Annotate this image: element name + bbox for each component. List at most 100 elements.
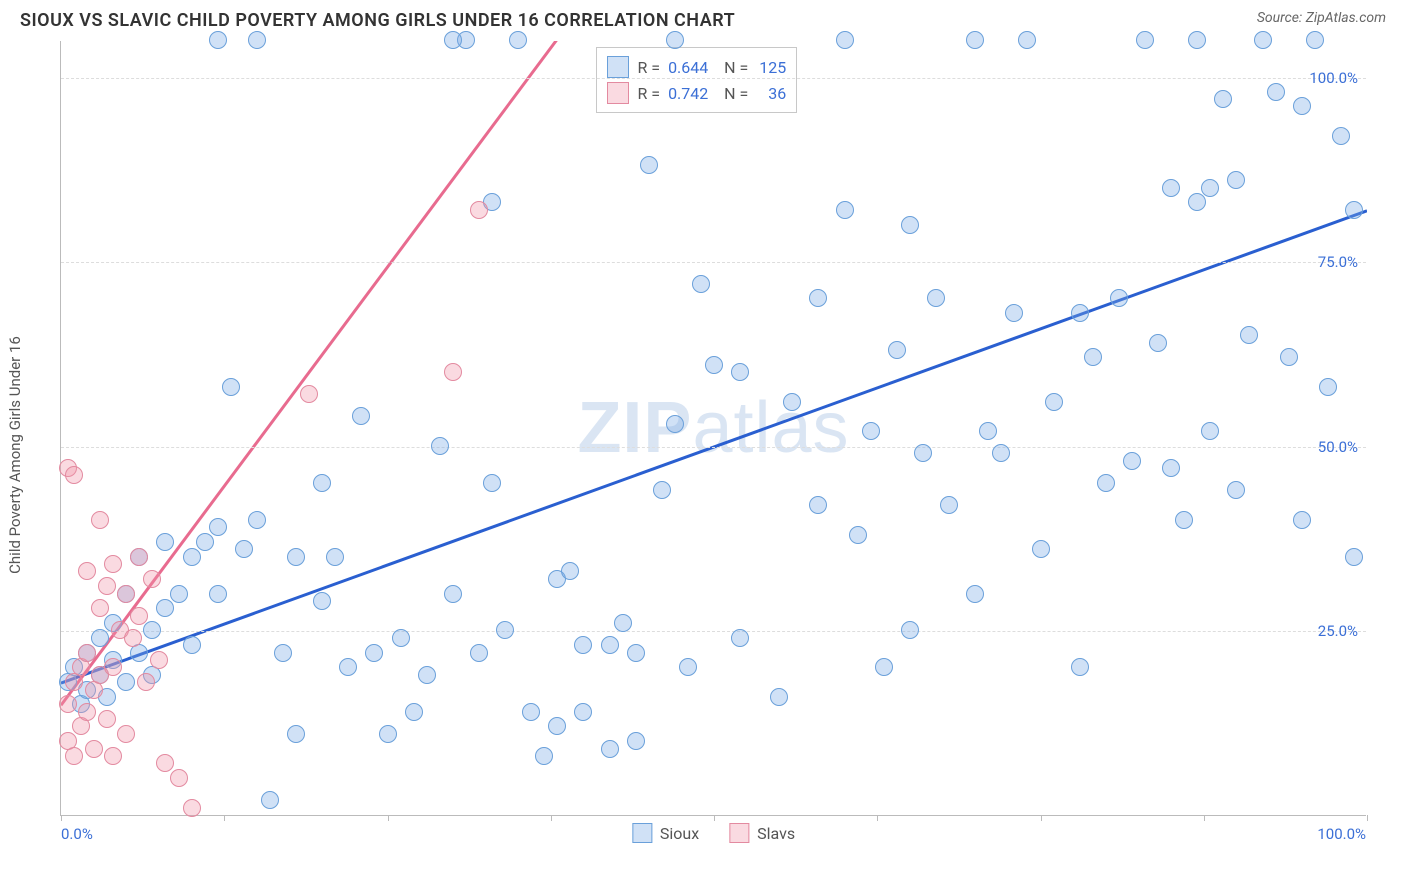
legend-n-value: 36: [756, 84, 786, 103]
data-point: [85, 740, 103, 758]
x-tick-mark: [388, 815, 389, 821]
data-point: [809, 496, 827, 514]
data-point: [170, 769, 188, 787]
data-point: [1084, 348, 1102, 366]
data-point: [692, 275, 710, 293]
x-tick-mark: [1367, 815, 1368, 821]
data-point: [65, 747, 83, 765]
legend-n-label: N =: [724, 58, 748, 77]
data-point: [783, 393, 801, 411]
data-point: [862, 422, 880, 440]
data-point: [1345, 201, 1363, 219]
data-point: [222, 378, 240, 396]
chart-title: SIOUX VS SLAVIC CHILD POVERTY AMONG GIRL…: [20, 10, 735, 31]
data-point: [287, 548, 305, 566]
data-point: [875, 658, 893, 676]
data-point: [522, 703, 540, 721]
data-point: [601, 740, 619, 758]
series-legend: Sioux Slavs: [632, 823, 795, 843]
data-point: [1188, 193, 1206, 211]
x-tick-mark: [224, 815, 225, 821]
series-name: Slavs: [757, 824, 795, 843]
data-point: [313, 474, 331, 492]
data-point: [1110, 289, 1128, 307]
data-point: [1045, 393, 1063, 411]
legend-swatch: [729, 823, 749, 843]
data-point: [666, 31, 684, 49]
data-point: [574, 703, 592, 721]
data-point: [901, 216, 919, 234]
data-point: [117, 585, 135, 603]
data-point: [1188, 31, 1206, 49]
data-point: [156, 599, 174, 617]
data-point: [150, 651, 168, 669]
data-point: [1254, 31, 1272, 49]
data-point: [104, 555, 122, 573]
legend-row: R =0.644N =125: [607, 54, 786, 80]
data-point: [627, 644, 645, 662]
gridline: [61, 262, 1366, 263]
data-point: [405, 703, 423, 721]
x-tick-mark: [877, 815, 878, 821]
trend-lines: [61, 41, 1367, 816]
series-name: Sioux: [660, 824, 699, 843]
legend-r-label: R =: [637, 84, 660, 103]
correlation-legend: R =0.644N =125R =0.742N =36: [596, 47, 797, 113]
data-point: [979, 422, 997, 440]
data-point: [183, 799, 201, 817]
data-point: [901, 621, 919, 639]
y-axis-label: Child Poverty Among Girls Under 16: [6, 336, 24, 574]
data-point: [78, 703, 96, 721]
legend-n-value: 125: [756, 58, 786, 77]
data-point: [431, 437, 449, 455]
data-point: [574, 636, 592, 654]
legend-swatch: [632, 823, 652, 843]
data-point: [679, 658, 697, 676]
data-point: [836, 201, 854, 219]
data-point: [444, 585, 462, 603]
data-point: [248, 31, 266, 49]
x-tick-mark: [551, 815, 552, 821]
data-point: [91, 511, 109, 529]
series-legend-item: Sioux: [632, 823, 699, 843]
data-point: [274, 644, 292, 662]
data-point: [379, 725, 397, 743]
data-point: [1149, 334, 1167, 352]
data-point: [1240, 326, 1258, 344]
data-point: [287, 725, 305, 743]
data-point: [1201, 422, 1219, 440]
y-tick-label: 50.0%: [1318, 438, 1358, 456]
x-tick-mark: [1041, 815, 1042, 821]
data-point: [1097, 474, 1115, 492]
data-point: [1018, 31, 1036, 49]
data-point: [98, 577, 116, 595]
data-point: [444, 363, 462, 381]
data-point: [124, 629, 142, 647]
data-point: [1136, 31, 1154, 49]
data-point: [143, 570, 161, 588]
gridline: [61, 78, 1366, 79]
legend-swatch: [607, 82, 629, 104]
data-point: [509, 31, 527, 49]
series-legend-item: Slavs: [729, 823, 795, 843]
data-point: [352, 407, 370, 425]
data-point: [91, 629, 109, 647]
y-tick-label: 25.0%: [1318, 622, 1358, 640]
data-point: [888, 341, 906, 359]
data-point: [65, 466, 83, 484]
data-point: [601, 636, 619, 654]
data-point: [470, 201, 488, 219]
data-point: [156, 754, 174, 772]
data-point: [1280, 348, 1298, 366]
data-point: [326, 548, 344, 566]
y-tick-label: 75.0%: [1318, 253, 1358, 271]
data-point: [300, 385, 318, 403]
data-point: [940, 496, 958, 514]
data-point: [1306, 31, 1324, 49]
data-point: [496, 621, 514, 639]
data-point: [91, 599, 109, 617]
data-point: [770, 688, 788, 706]
data-point: [137, 673, 155, 691]
legend-row: R =0.742N =36: [607, 80, 786, 106]
data-point: [183, 636, 201, 654]
